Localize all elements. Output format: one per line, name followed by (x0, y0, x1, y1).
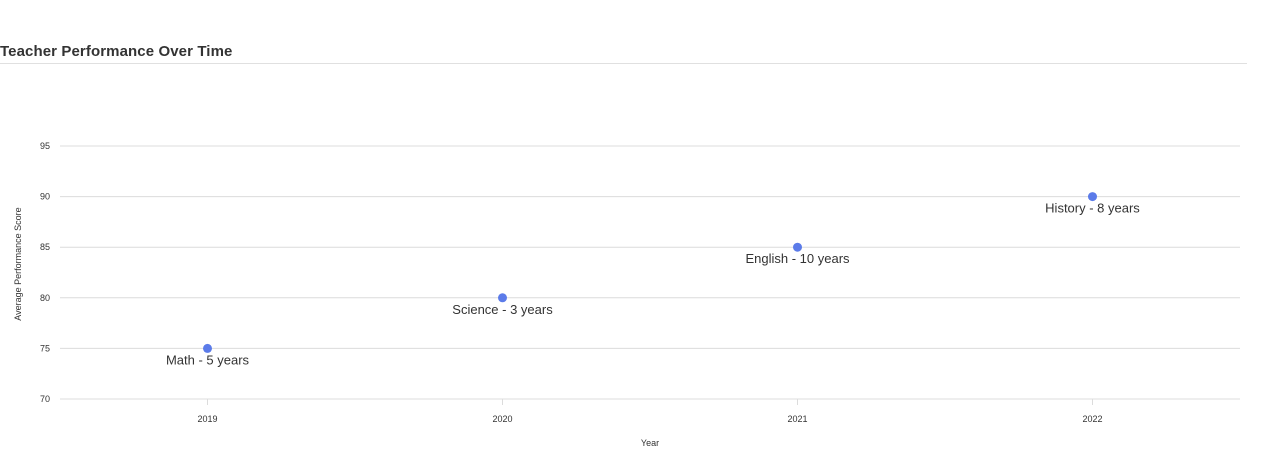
data-label: History - 8 years (1045, 201, 1140, 216)
x-tick-label: 2020 (492, 414, 512, 424)
data-label: Math - 5 years (166, 352, 250, 367)
data-point[interactable] (793, 242, 802, 252)
y-axis-title: Average Performance Score (13, 207, 23, 320)
chart-title: Teacher Performance Over Time (0, 43, 233, 60)
data-label: English - 10 years (745, 251, 850, 266)
x-tick-label: 2019 (197, 414, 217, 424)
x-axis-title: Year (641, 438, 659, 448)
data-point[interactable] (498, 293, 507, 303)
y-tick-label: 85 (40, 242, 50, 252)
grid-lines (60, 145, 1240, 400)
y-tick-label: 90 (40, 192, 50, 202)
data-point[interactable] (203, 343, 212, 353)
x-tick-label: 2022 (1082, 414, 1102, 424)
data-point[interactable] (1088, 192, 1097, 202)
y-tick-label: 95 (40, 141, 50, 151)
y-axis-ticks: 70 75 80 85 90 95 (40, 141, 50, 404)
x-axis-ticks: 2019 2020 2021 2022 (197, 399, 1103, 424)
title-divider (0, 63, 1247, 64)
data-points (203, 192, 1097, 353)
y-tick-label: 80 (40, 293, 50, 303)
y-tick-label: 75 (40, 343, 50, 353)
x-tick-label: 2021 (787, 414, 807, 424)
data-labels: Math - 5 years Science - 3 years English -… (166, 201, 1140, 368)
y-tick-label: 70 (40, 394, 50, 404)
data-label: Science - 3 years (452, 302, 553, 317)
